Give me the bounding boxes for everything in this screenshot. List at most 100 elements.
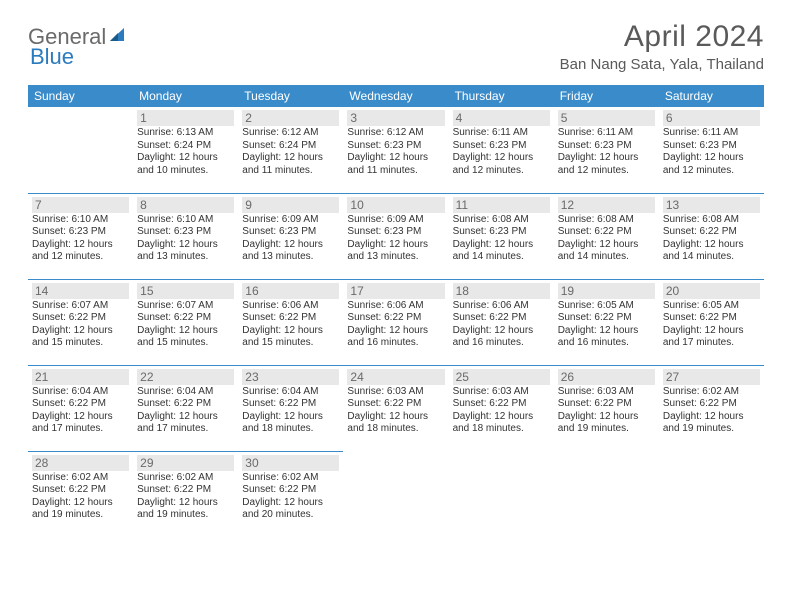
day-number: 19	[558, 283, 655, 299]
day-number: 26	[558, 369, 655, 385]
day-number: 4	[453, 110, 550, 126]
day-info: Sunrise: 6:07 AMSunset: 6:22 PMDaylight:…	[32, 300, 129, 350]
day-number: 2	[242, 110, 339, 126]
day-number: 18	[453, 283, 550, 299]
day-info: Sunrise: 6:04 AMSunset: 6:22 PMDaylight:…	[137, 386, 234, 436]
day-number: 12	[558, 197, 655, 213]
day-info: Sunrise: 6:10 AMSunset: 6:23 PMDaylight:…	[137, 214, 234, 264]
calendar: SundayMondayTuesdayWednesdayThursdayFrid…	[28, 85, 764, 537]
calendar-cell: 3Sunrise: 6:12 AMSunset: 6:23 PMDaylight…	[343, 107, 448, 193]
calendar-cell: 23Sunrise: 6:04 AMSunset: 6:22 PMDayligh…	[238, 365, 343, 451]
day-info: Sunrise: 6:03 AMSunset: 6:22 PMDaylight:…	[347, 386, 444, 436]
calendar-cell: 29Sunrise: 6:02 AMSunset: 6:22 PMDayligh…	[133, 451, 238, 537]
day-info: Sunrise: 6:06 AMSunset: 6:22 PMDaylight:…	[347, 300, 444, 350]
day-number: 23	[242, 369, 339, 385]
day-info: Sunrise: 6:13 AMSunset: 6:24 PMDaylight:…	[137, 127, 234, 177]
calendar-cell: 1Sunrise: 6:13 AMSunset: 6:24 PMDaylight…	[133, 107, 238, 193]
calendar-week: 28Sunrise: 6:02 AMSunset: 6:22 PMDayligh…	[28, 451, 764, 537]
day-info: Sunrise: 6:02 AMSunset: 6:22 PMDaylight:…	[32, 472, 129, 522]
day-info: Sunrise: 6:06 AMSunset: 6:22 PMDaylight:…	[453, 300, 550, 350]
day-number: 29	[137, 455, 234, 471]
weekday-header: Thursday	[449, 85, 554, 107]
day-info: Sunrise: 6:09 AMSunset: 6:23 PMDaylight:…	[242, 214, 339, 264]
weekday-header: Sunday	[28, 85, 133, 107]
day-number: 20	[663, 283, 760, 299]
sail-icon	[108, 26, 128, 49]
day-number: 28	[32, 455, 129, 471]
calendar-cell: 28Sunrise: 6:02 AMSunset: 6:22 PMDayligh…	[28, 451, 133, 537]
day-number: 30	[242, 455, 339, 471]
calendar-cell: 11Sunrise: 6:08 AMSunset: 6:23 PMDayligh…	[449, 193, 554, 279]
day-number: 16	[242, 283, 339, 299]
calendar-cell: 5Sunrise: 6:11 AMSunset: 6:23 PMDaylight…	[554, 107, 659, 193]
title-block: April 2024 Ban Nang Sata, Yala, Thailand	[560, 20, 764, 73]
calendar-body: 1Sunrise: 6:13 AMSunset: 6:24 PMDaylight…	[28, 107, 764, 537]
calendar-cell	[343, 451, 448, 537]
calendar-cell: 15Sunrise: 6:07 AMSunset: 6:22 PMDayligh…	[133, 279, 238, 365]
location: Ban Nang Sata, Yala, Thailand	[560, 56, 764, 73]
day-number: 3	[347, 110, 444, 126]
day-info: Sunrise: 6:08 AMSunset: 6:22 PMDaylight:…	[558, 214, 655, 264]
calendar-cell: 9Sunrise: 6:09 AMSunset: 6:23 PMDaylight…	[238, 193, 343, 279]
day-info: Sunrise: 6:11 AMSunset: 6:23 PMDaylight:…	[453, 127, 550, 177]
calendar-cell: 17Sunrise: 6:06 AMSunset: 6:22 PMDayligh…	[343, 279, 448, 365]
calendar-cell: 12Sunrise: 6:08 AMSunset: 6:22 PMDayligh…	[554, 193, 659, 279]
day-number: 17	[347, 283, 444, 299]
calendar-week: 21 Sunrise: 6:04 AMSunset: 6:22 PMDayligh…	[28, 365, 764, 451]
calendar-cell: 24Sunrise: 6:03 AMSunset: 6:22 PMDayligh…	[343, 365, 448, 451]
day-number: 6	[663, 110, 760, 126]
calendar-cell: 20Sunrise: 6:05 AMSunset: 6:22 PMDayligh…	[659, 279, 764, 365]
calendar-cell: 25Sunrise: 6:03 AMSunset: 6:22 PMDayligh…	[449, 365, 554, 451]
calendar-week: 14Sunrise: 6:07 AMSunset: 6:22 PMDayligh…	[28, 279, 764, 365]
calendar-cell	[28, 107, 133, 193]
calendar-cell: 22Sunrise: 6:04 AMSunset: 6:22 PMDayligh…	[133, 365, 238, 451]
weekday-header: Saturday	[659, 85, 764, 107]
day-info: Sunrise: 6:02 AMSunset: 6:22 PMDaylight:…	[663, 386, 760, 436]
day-number: 27	[663, 369, 760, 385]
calendar-cell	[449, 451, 554, 537]
day-number: 21	[32, 369, 129, 385]
day-number: 1	[137, 110, 234, 126]
day-info: Sunrise: 6:02 AMSunset: 6:22 PMDaylight:…	[137, 472, 234, 522]
day-number: 22	[137, 369, 234, 385]
calendar-cell: 8Sunrise: 6:10 AMSunset: 6:23 PMDaylight…	[133, 193, 238, 279]
day-info: Sunrise: 6:11 AMSunset: 6:23 PMDaylight:…	[663, 127, 760, 177]
day-info: Sunrise: 6:03 AMSunset: 6:22 PMDaylight:…	[558, 386, 655, 436]
weekday-header: Tuesday	[238, 85, 343, 107]
calendar-week: 1Sunrise: 6:13 AMSunset: 6:24 PMDaylight…	[28, 107, 764, 193]
calendar-cell: 18Sunrise: 6:06 AMSunset: 6:22 PMDayligh…	[449, 279, 554, 365]
day-info: Sunrise: 6:02 AMSunset: 6:22 PMDaylight:…	[242, 472, 339, 522]
calendar-cell: 16Sunrise: 6:06 AMSunset: 6:22 PMDayligh…	[238, 279, 343, 365]
logo-text-2: Blue	[30, 44, 74, 70]
day-info: Sunrise: 6:11 AMSunset: 6:23 PMDaylight:…	[558, 127, 655, 177]
day-info: Sunrise: 6:08 AMSunset: 6:23 PMDaylight:…	[453, 214, 550, 264]
day-info: Sunrise: 6:09 AMSunset: 6:23 PMDaylight:…	[347, 214, 444, 264]
day-number: 11	[453, 197, 550, 213]
day-info: Sunrise: 6:07 AMSunset: 6:22 PMDaylight:…	[137, 300, 234, 350]
day-number: 5	[558, 110, 655, 126]
calendar-cell: 26Sunrise: 6:03 AMSunset: 6:22 PMDayligh…	[554, 365, 659, 451]
day-info: Sunrise: 6:08 AMSunset: 6:22 PMDaylight:…	[663, 214, 760, 264]
calendar-cell: 13Sunrise: 6:08 AMSunset: 6:22 PMDayligh…	[659, 193, 764, 279]
day-number: 24	[347, 369, 444, 385]
day-info: Sunrise: 6:06 AMSunset: 6:22 PMDaylight:…	[242, 300, 339, 350]
calendar-header-row: SundayMondayTuesdayWednesdayThursdayFrid…	[28, 85, 764, 107]
calendar-cell: 14Sunrise: 6:07 AMSunset: 6:22 PMDayligh…	[28, 279, 133, 365]
calendar-cell: 6Sunrise: 6:11 AMSunset: 6:23 PMDaylight…	[659, 107, 764, 193]
day-info: Sunrise: 6:05 AMSunset: 6:22 PMDaylight:…	[558, 300, 655, 350]
calendar-cell: 19Sunrise: 6:05 AMSunset: 6:22 PMDayligh…	[554, 279, 659, 365]
day-info: Sunrise: 6:04 AMSunset: 6:22 PMDaylight:…	[242, 386, 339, 436]
day-info: Sunrise: 6:12 AMSunset: 6:24 PMDaylight:…	[242, 127, 339, 177]
calendar-cell	[659, 451, 764, 537]
day-number: 9	[242, 197, 339, 213]
header: General April 2024 Ban Nang Sata, Yala, …	[28, 20, 764, 73]
month-title: April 2024	[560, 20, 764, 54]
calendar-cell: 21Sunrise: 6:04 AMSunset: 6:22 PMDayligh…	[28, 365, 133, 451]
day-number: 25	[453, 369, 550, 385]
weekday-header: Friday	[554, 85, 659, 107]
calendar-week: 7Sunrise: 6:10 AMSunset: 6:23 PMDaylight…	[28, 193, 764, 279]
day-info: Sunrise: 6:10 AMSunset: 6:23 PMDaylight:…	[32, 214, 129, 264]
calendar-cell: 4Sunrise: 6:11 AMSunset: 6:23 PMDaylight…	[449, 107, 554, 193]
calendar-cell: 10Sunrise: 6:09 AMSunset: 6:23 PMDayligh…	[343, 193, 448, 279]
day-number: 10	[347, 197, 444, 213]
